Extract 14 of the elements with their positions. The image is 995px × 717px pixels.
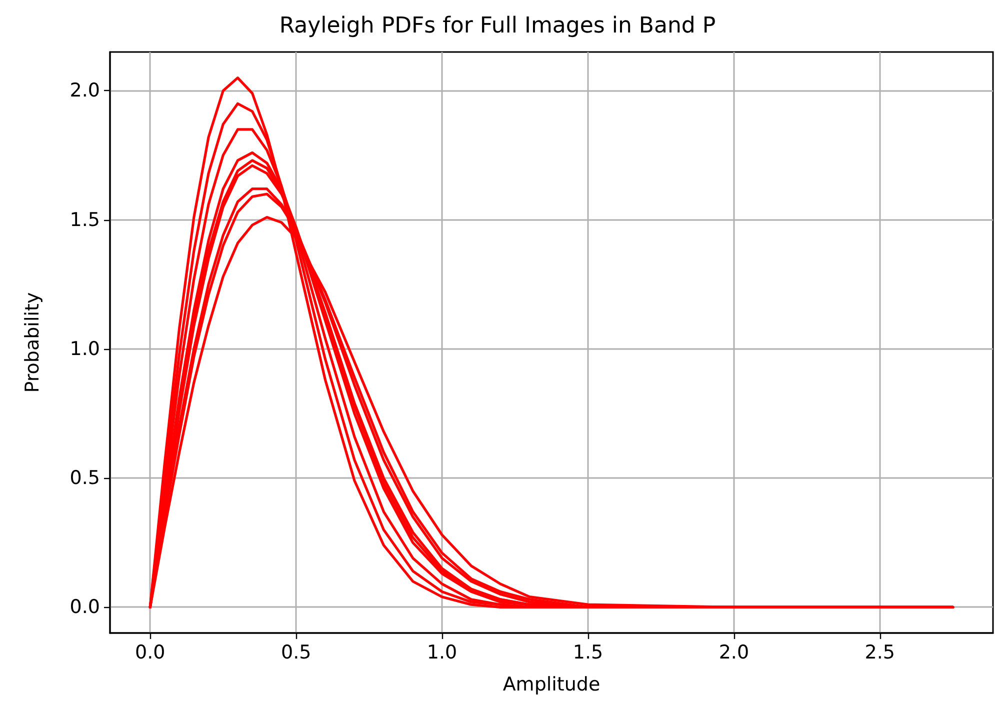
- x-tick-label: 2.5: [864, 642, 895, 664]
- x-tick-label: 1.0: [426, 642, 458, 664]
- x-axis-title: Amplitude: [502, 674, 600, 696]
- x-tick-label: 0.0: [135, 642, 166, 664]
- y-tick-label: 0.0: [70, 596, 100, 618]
- y-tick-label: 1.0: [70, 338, 100, 360]
- chart-title: Rayleigh PDFs for Full Images in Band P: [279, 14, 716, 38]
- y-tick-label: 1.5: [70, 208, 100, 231]
- y-axis-title: Probability: [22, 292, 44, 393]
- y-tick-label: 2.0: [70, 80, 100, 102]
- y-tick-label: 0.5: [70, 467, 100, 490]
- x-tick-label: 0.5: [280, 642, 312, 664]
- x-tick-label: 1.5: [572, 642, 604, 664]
- x-tick-label: 2.0: [718, 642, 750, 664]
